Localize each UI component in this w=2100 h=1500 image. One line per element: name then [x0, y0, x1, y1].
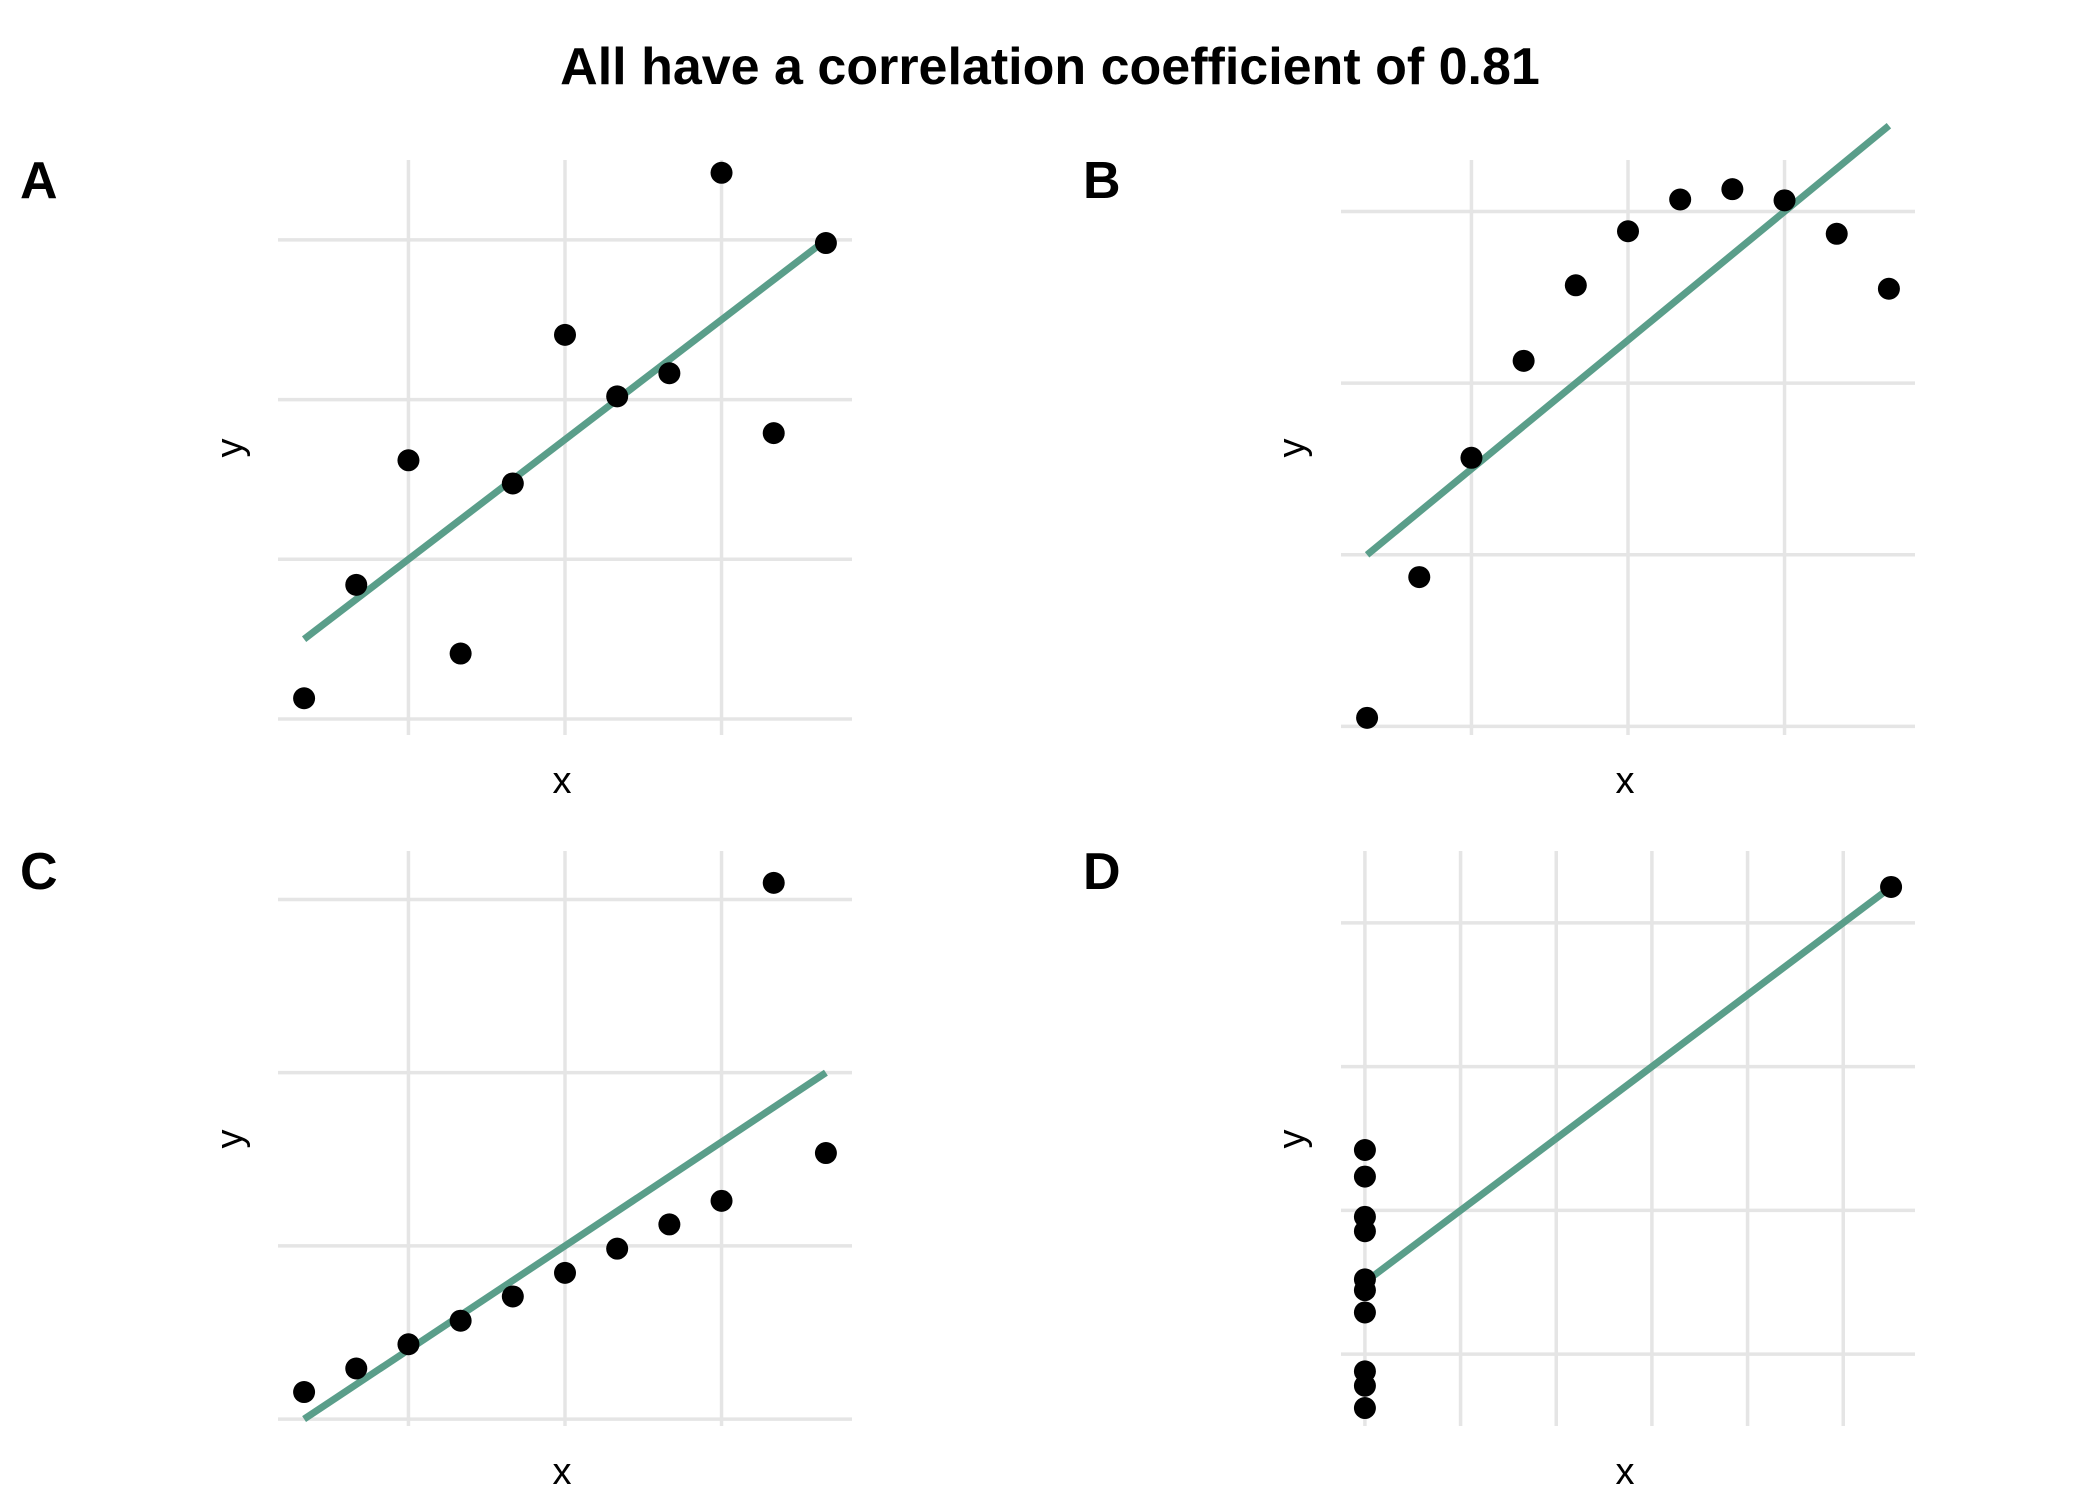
- data-point-a: [762, 422, 785, 445]
- data-point-c: [397, 1333, 420, 1356]
- data-point-b: [1460, 446, 1483, 469]
- data-point-b: [1825, 222, 1848, 245]
- data-point-d: [1353, 1301, 1376, 1324]
- data-point-c: [449, 1309, 472, 1332]
- data-point-a: [710, 161, 733, 184]
- panel-tag-b: B: [1083, 152, 1121, 210]
- panel-tag-d: D: [1083, 843, 1121, 901]
- data-point-c: [293, 1381, 316, 1404]
- data-point-c: [814, 1142, 837, 1165]
- fit-line-a: [301, 237, 829, 642]
- data-point-d: [1353, 1165, 1376, 1188]
- data-point-b: [1617, 220, 1639, 243]
- data-point-d: [1353, 1139, 1376, 1161]
- data-point-a: [554, 323, 576, 346]
- x-axis-label-a: x: [553, 760, 572, 802]
- data-point-a: [397, 449, 420, 472]
- data-point-a: [814, 232, 837, 255]
- panel-c: C x y: [20, 843, 852, 1493]
- plot-area-a: [278, 160, 852, 735]
- fit-line-c: [302, 1069, 828, 1422]
- data-point-b: [1356, 706, 1379, 729]
- panel-b: B x y: [1083, 122, 1915, 802]
- data-point-d: [1353, 1397, 1376, 1420]
- data-point-b: [1877, 277, 1900, 300]
- data-point-b: [1669, 188, 1692, 211]
- data-point-c: [710, 1189, 733, 1212]
- data-point-a: [293, 687, 316, 710]
- data-point-c: [606, 1237, 629, 1260]
- data-point-a: [449, 642, 472, 665]
- data-point-b: [1512, 349, 1535, 372]
- data-point-b: [1564, 274, 1587, 297]
- data-point-c: [345, 1357, 368, 1380]
- data-point-a: [658, 362, 681, 385]
- fit-line-d: [1362, 884, 1894, 1286]
- data-point-b: [1721, 178, 1744, 201]
- data-point-a: [501, 472, 524, 495]
- data-point-c: [762, 871, 785, 894]
- data-point-d: [1353, 1360, 1376, 1383]
- y-axis-label-c: y: [209, 1130, 251, 1149]
- data-point-c: [658, 1213, 681, 1236]
- data-point-b: [1773, 189, 1796, 212]
- data-point-b: [1408, 566, 1431, 589]
- data-point-d: [1353, 1205, 1376, 1228]
- data-point-a: [345, 573, 368, 596]
- panel-tag-c: C: [20, 843, 58, 901]
- plot-area-c: [278, 851, 852, 1426]
- plot-area-b: [1341, 122, 1915, 735]
- data-point-c: [554, 1261, 576, 1284]
- plot-area-d: [1341, 851, 1915, 1426]
- y-axis-label-b: y: [1271, 439, 1313, 458]
- data-point-a: [606, 385, 629, 408]
- data-point-d: [1880, 875, 1903, 898]
- y-axis-label-a: y: [209, 439, 251, 458]
- fit-line-b: [1364, 122, 1892, 558]
- data-point-c: [501, 1285, 524, 1308]
- x-axis-label-d: x: [1616, 1451, 1635, 1493]
- x-axis-label-c: x: [553, 1451, 572, 1493]
- panel-d: D x y: [1083, 843, 1915, 1493]
- panel-a: A x y: [20, 152, 852, 802]
- y-axis-label-d: y: [1271, 1130, 1313, 1149]
- panel-tag-a: A: [20, 152, 58, 210]
- data-point-d: [1353, 1268, 1376, 1291]
- x-axis-label-b: x: [1616, 760, 1635, 802]
- figure-title: All have a correlation coefficient of 0.…: [560, 38, 1540, 96]
